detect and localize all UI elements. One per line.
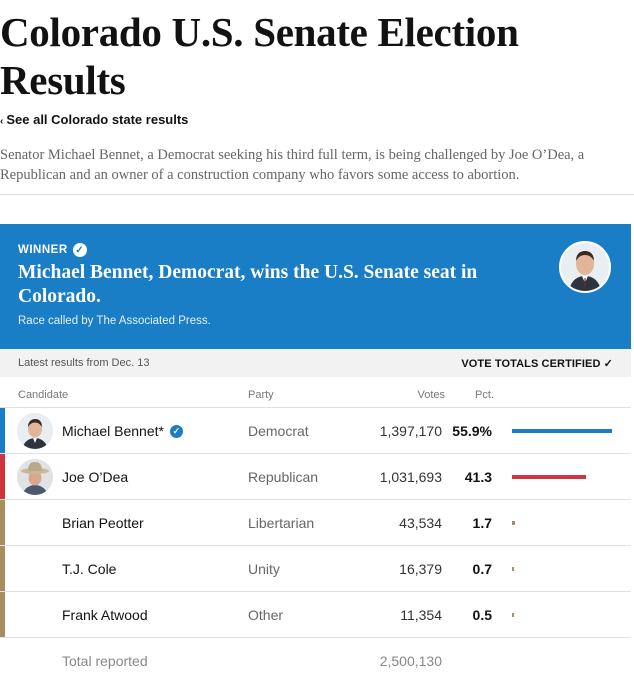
candidate-votes: 1,397,170 xyxy=(379,423,442,439)
michael-bennet-photo xyxy=(17,413,53,449)
see-all-state-results-link[interactable]: ‹ See all Colorado state results xyxy=(0,112,188,127)
row-divider xyxy=(0,453,631,454)
candidate-votes: 1,031,693 xyxy=(379,469,442,485)
race-called-note: Race called by The Associated Press. xyxy=(18,315,211,327)
winner-label-text: WINNER xyxy=(18,244,68,256)
winner-headline: Michael Bennet, Democrat, wins the U.S. … xyxy=(18,262,478,307)
table-row: T.J. Cole Unity 16,379 0.7 xyxy=(0,546,631,592)
latest-results-text: Latest results from Dec. 13 xyxy=(18,357,150,369)
table-row: Brian Peotter Libertarian 43,534 1.7 xyxy=(0,500,631,546)
vote-share-bar xyxy=(512,429,612,433)
party-color-strip xyxy=(0,592,5,638)
vote-totals-certified: VOTE TOTALS CERTIFIED ✓ xyxy=(461,357,613,370)
candidate-name: T.J. Cole xyxy=(62,561,117,577)
row-divider xyxy=(0,637,631,638)
vote-share-bar-fill xyxy=(512,521,516,525)
vote-share-bar-fill xyxy=(512,429,612,433)
header-divider xyxy=(0,407,631,408)
vote-share-bar xyxy=(512,475,612,479)
pct-column-header: Pct. xyxy=(475,389,494,401)
candidate-pct: 1.7 xyxy=(472,515,492,531)
back-link-label: See all Colorado state results xyxy=(6,112,189,127)
results-status-bar: Latest results from Dec. 13 VOTE TOTALS … xyxy=(0,349,631,377)
candidate-party: Republican xyxy=(248,469,319,485)
party-color-strip xyxy=(0,454,5,500)
certified-text: VOTE TOTALS CERTIFIED xyxy=(461,358,601,370)
candidate-votes: 16,379 xyxy=(399,561,442,577)
table-row: Joe O’Dea Republican 1,031,693 41.3 xyxy=(0,454,631,500)
table-row: Frank Atwood Other 11,354 0.5 xyxy=(0,592,631,638)
candidate-column-header: Candidate xyxy=(18,389,69,401)
party-color-strip xyxy=(0,546,5,592)
votes-column-header: Votes xyxy=(417,389,445,401)
party-column-header: Party xyxy=(248,389,274,401)
candidate-name: Michael Bennet* ✓ xyxy=(62,423,183,439)
race-intro: Senator Michael Bennet, a Democrat seeki… xyxy=(0,147,585,183)
check-icon: ✓ xyxy=(603,358,613,370)
winner-avatar xyxy=(559,241,611,293)
candidate-party: Unity xyxy=(248,561,280,577)
winner-label: WINNER ✓ xyxy=(18,243,87,257)
vote-share-bar xyxy=(512,613,612,617)
row-divider xyxy=(0,499,631,500)
winner-banner: WINNER ✓ Michael Bennet, Democrat, wins … xyxy=(0,224,631,349)
vote-share-bar-fill xyxy=(512,613,514,617)
total-reported-label: Total reported xyxy=(62,653,148,669)
candidate-name: Frank Atwood xyxy=(62,607,148,623)
candidate-pct: 0.5 xyxy=(472,607,492,623)
party-color-strip xyxy=(0,408,5,454)
candidate-party: Other xyxy=(248,607,284,623)
michael-bennet-photo xyxy=(561,243,609,291)
total-reported-votes: 2,500,130 xyxy=(379,653,442,669)
candidate-name: Joe O’Dea xyxy=(62,469,129,485)
vote-share-bar xyxy=(512,567,612,571)
vote-share-bar-fill xyxy=(512,567,514,571)
candidate-pct: 0.7 xyxy=(472,561,492,577)
candidate-name-text: Michael Bennet* xyxy=(62,423,164,439)
candidate-pct: 41.3 xyxy=(464,469,492,485)
vote-share-bar-fill xyxy=(512,475,586,479)
vote-share-bar xyxy=(512,521,612,525)
divider xyxy=(0,194,634,195)
candidate-party: Democrat xyxy=(248,423,309,439)
candidate-avatar xyxy=(17,459,53,495)
joe-odea-photo xyxy=(17,459,53,495)
candidate-votes: 43,534 xyxy=(399,515,442,531)
row-divider xyxy=(0,545,631,546)
party-color-strip xyxy=(0,500,5,546)
row-divider xyxy=(0,591,631,592)
total-reported-row: Total reported 2,500,130 xyxy=(0,639,631,683)
candidate-party: Libertarian xyxy=(248,515,315,531)
candidate-avatar xyxy=(17,413,53,449)
table-row: Michael Bennet* ✓ Democrat 1,397,170 55.… xyxy=(0,408,631,454)
checkmark-icon: ✓ xyxy=(72,243,87,257)
chevron-left-icon: ‹ xyxy=(0,116,4,127)
candidate-votes: 11,354 xyxy=(400,607,442,623)
page-title: Colorado U.S. Senate Election Results xyxy=(0,9,519,103)
candidate-pct: 55.9% xyxy=(452,423,492,439)
candidate-name: Brian Peotter xyxy=(62,515,144,531)
winner-check-icon: ✓ xyxy=(169,424,183,438)
